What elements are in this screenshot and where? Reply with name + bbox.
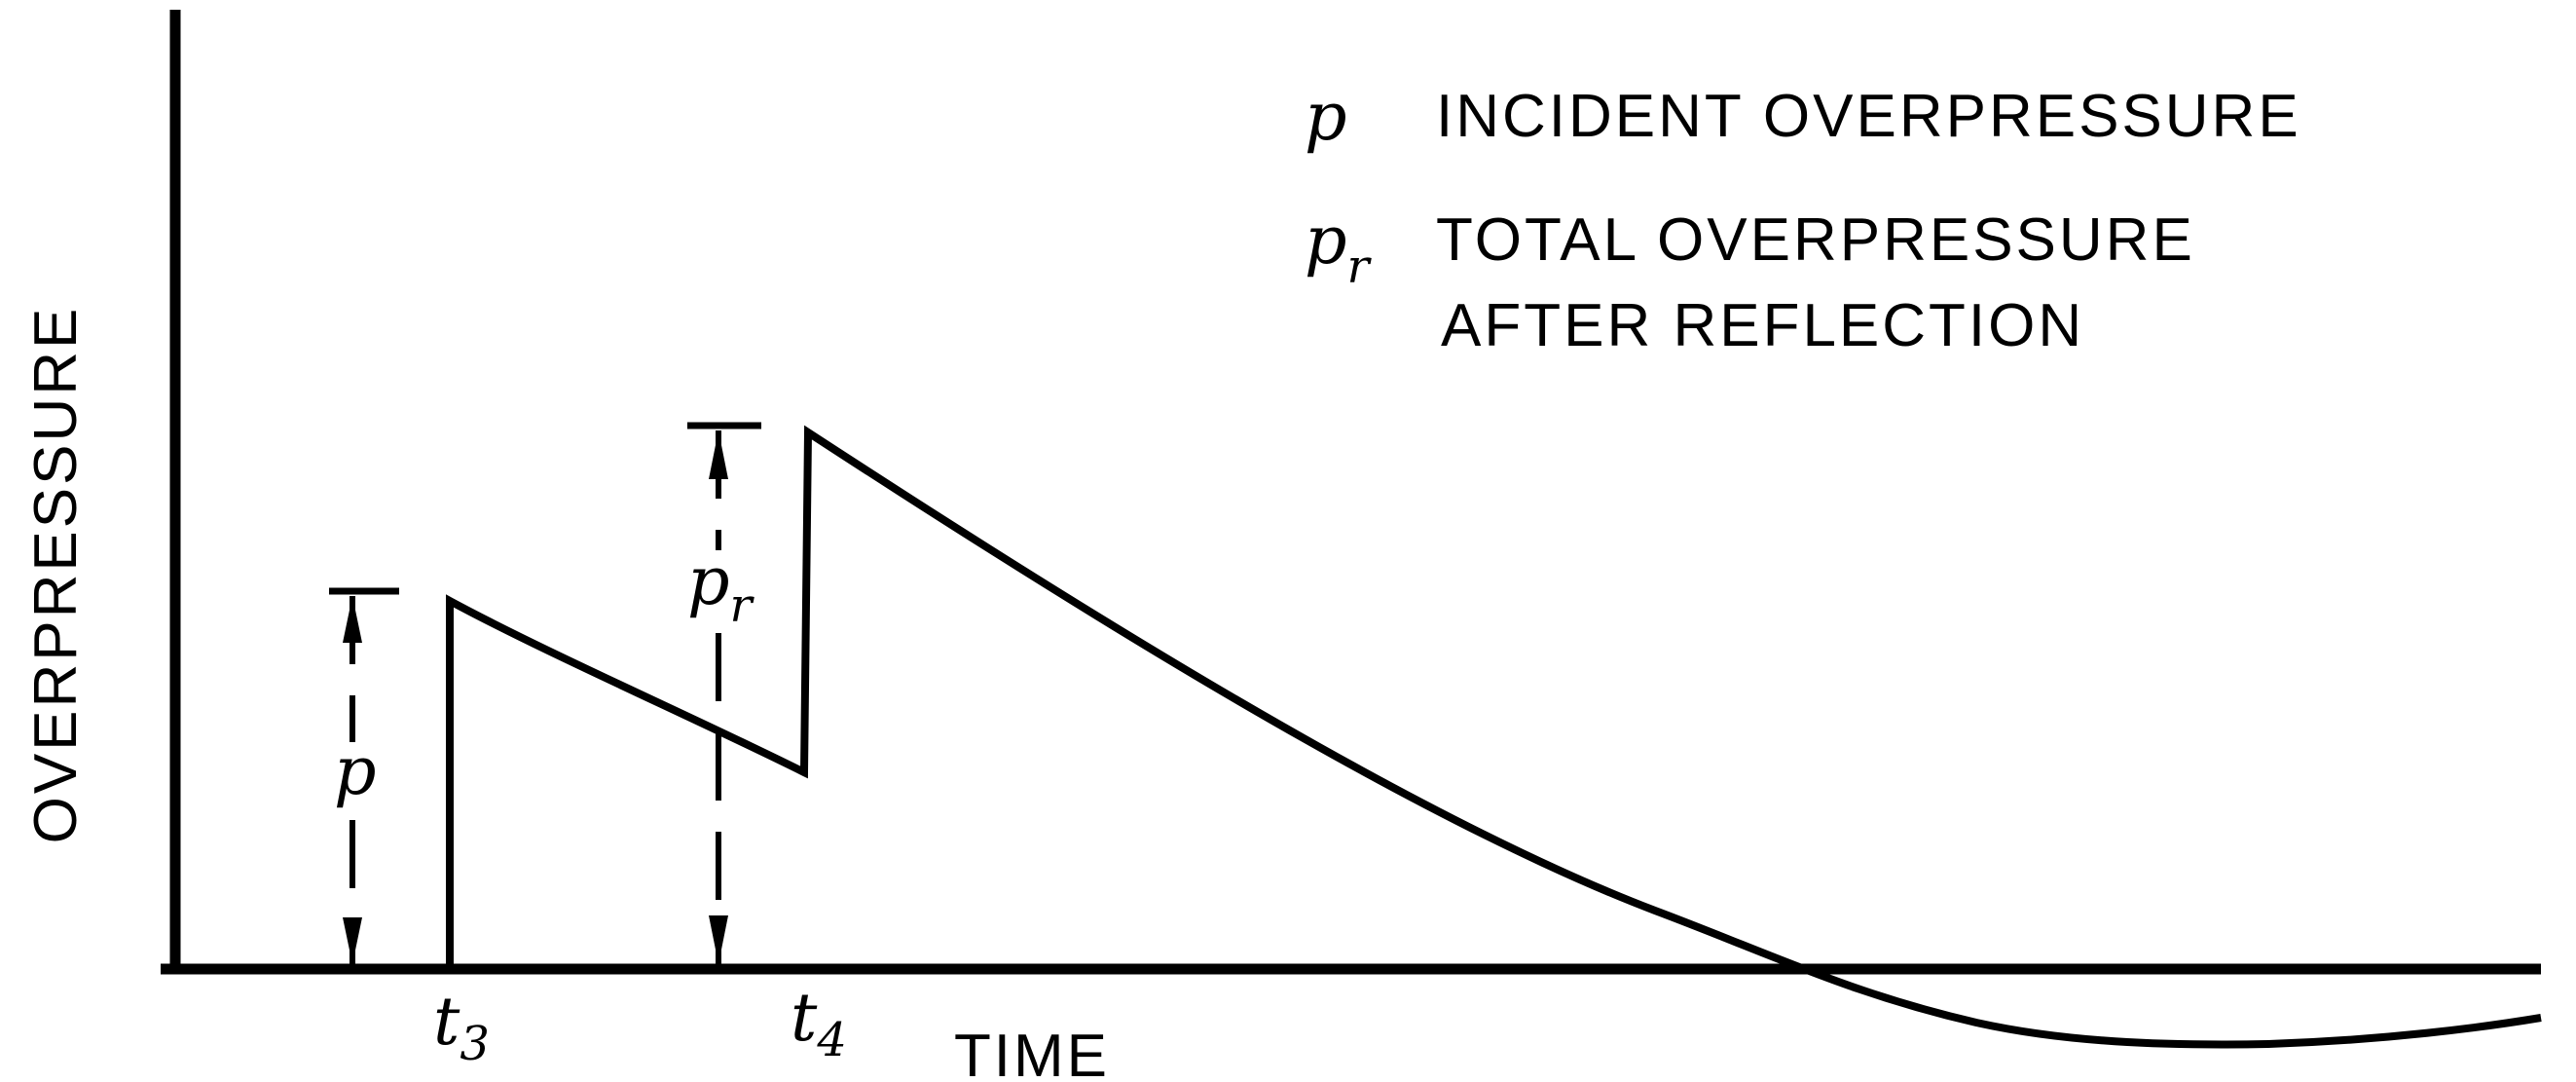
marker-symbol: p [334,733,377,810]
x-tick-label-t3: t3 [433,984,490,1071]
incident-pressure-marker-label: p [334,733,377,810]
legend-symbol-incident: p [1305,79,1347,156]
marker-symbol: p [687,543,730,620]
y-axis-label: OVERPRESSURE [22,306,90,844]
reflected-pressure-marker-label: pr [687,543,755,633]
legend-text-reflected-line2: AFTER REFLECTION [1441,292,2084,359]
chart-marks [161,10,2541,1044]
incident-pressure-arrowhead-up [343,596,362,643]
incident-pressure-arrowhead-down [343,917,362,964]
legend: p INCIDENT OVERPRESSURE pr TOTAL OVERPRE… [1305,79,2301,359]
marker-subscript: r [730,578,755,633]
x-axis-label: TIME [954,1023,1110,1082]
x-tick-label-t4: t4 [791,980,847,1067]
reflected-pressure-arrowhead-down [709,915,728,964]
tick-subscript: 4 [816,1013,847,1067]
legend-text-incident: INCIDENT OVERPRESSURE [1436,83,2301,150]
overpressure-curve [450,432,2541,1044]
legend-text-reflected-line1: TOTAL OVERPRESSURE [1436,206,2195,274]
reflected-pressure-arrowhead-up [709,430,728,479]
tick-subscript: 3 [460,1017,490,1071]
legend-symbol-reflected: pr [1305,203,1373,294]
tick-base: t [433,984,460,1061]
tick-base: t [791,980,818,1057]
